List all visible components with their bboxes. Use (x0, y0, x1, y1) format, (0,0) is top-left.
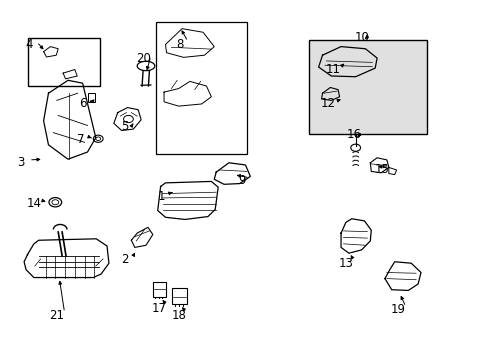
Text: 20: 20 (135, 52, 150, 65)
Text: 15: 15 (374, 163, 388, 176)
Text: 2: 2 (121, 253, 128, 266)
Text: 18: 18 (171, 309, 186, 322)
Text: 9: 9 (238, 174, 245, 187)
Text: 4: 4 (25, 38, 33, 51)
Text: 3: 3 (18, 156, 25, 169)
Bar (88, 93, 95, 102)
Text: 13: 13 (338, 257, 353, 270)
Text: 8: 8 (176, 38, 183, 51)
Text: 12: 12 (320, 98, 335, 111)
Text: 6: 6 (79, 98, 86, 111)
Text: 1: 1 (158, 190, 165, 203)
Text: 21: 21 (49, 309, 64, 322)
Text: 17: 17 (151, 302, 166, 315)
Text: 16: 16 (346, 127, 361, 141)
Bar (153, 282, 165, 297)
Bar (156, 22, 247, 154)
Text: 7: 7 (77, 133, 85, 146)
Text: 14: 14 (26, 197, 41, 210)
Bar (172, 288, 186, 304)
Text: 10: 10 (354, 31, 369, 44)
Text: 5: 5 (121, 121, 128, 134)
Text: 11: 11 (325, 63, 340, 76)
Text: 19: 19 (390, 303, 405, 316)
Bar (308, 40, 426, 134)
Bar (27, 38, 100, 86)
